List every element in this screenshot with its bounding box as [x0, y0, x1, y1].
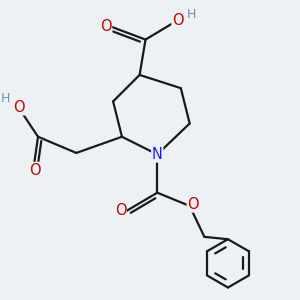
- Text: H: H: [1, 92, 10, 105]
- Text: O: O: [13, 100, 25, 115]
- Text: N: N: [152, 147, 163, 162]
- Text: H: H: [187, 8, 196, 21]
- Text: O: O: [100, 19, 112, 34]
- Text: O: O: [115, 203, 126, 218]
- Text: O: O: [29, 163, 41, 178]
- Text: O: O: [188, 197, 199, 212]
- Text: O: O: [172, 13, 184, 28]
